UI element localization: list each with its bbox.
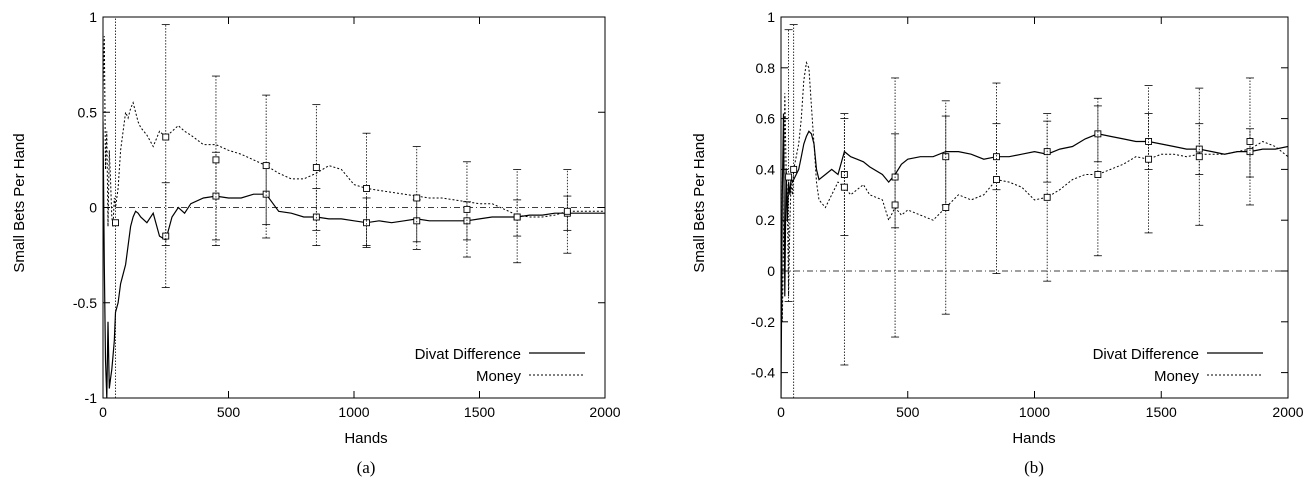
chart-b-error-bar-marker-9: [993, 176, 1000, 184]
chart-b-y-tick-label-5: 0.6: [756, 111, 776, 127]
chart-a-error-bar-marker-8: [312, 164, 320, 171]
chart-a-error-bar-marker-2: [162, 133, 170, 141]
chart-a-error-bar-marker-16: [513, 213, 521, 221]
chart-b-y-tick-label-6: 0.8: [756, 60, 776, 76]
chart-a-y-axis-label: Small Bets Per Hand: [11, 133, 28, 272]
chart-b-y-tick-label-2: 0: [767, 263, 775, 279]
chart-b-x-tick-label-2: 1000: [1019, 404, 1050, 420]
chart-b-error-bar-marker-2: [840, 171, 848, 178]
chart-b-error-bar-marker-13: [1094, 171, 1102, 178]
chart-a-y-tick-label-2: 0: [89, 200, 97, 216]
chart-a-caption: (a): [357, 458, 376, 477]
chart-a-legend-label-divat: Divat Difference: [415, 346, 521, 363]
chart-panel-a: (a) Hands Small Bets Per Hand Divat Diff…: [11, 9, 621, 477]
chart-b-error-bar-marker-1: [790, 165, 798, 173]
chart-a-error-bar-marker-10: [363, 184, 370, 192]
chart-b-error-bar-marker-8: [993, 153, 1000, 161]
chart-b-error-bar-marker-5: [891, 201, 899, 209]
chart-b-y-tick-label-1: -0.2: [751, 314, 775, 330]
chart-panel-b: (b) Hands Small Bets Per Hand Divat Diff…: [691, 9, 1304, 477]
chart-b-y-tick-label-7: 1: [767, 9, 775, 25]
chart-b-caption: (b): [1024, 458, 1044, 477]
chart-b-x-tick-label-3: 1500: [1146, 404, 1177, 420]
chart-a-error-bar-marker-5: [262, 190, 270, 198]
chart-a-x-tick-label-2: 1000: [338, 404, 369, 420]
chart-a-plot-area: [103, 17, 605, 398]
chart-b-plot-area: [781, 24, 1288, 398]
chart-a-y-tick-label-3: 0.5: [78, 104, 98, 120]
chart-b-x-tick-label-1: 500: [896, 404, 920, 420]
chart-a-x-tick-label-3: 1500: [464, 404, 495, 420]
chart-b-x-tick-label-4: 2000: [1272, 404, 1303, 420]
chart-a-error-bar-marker-6: [262, 162, 270, 170]
chart-b-error-bar-marker-17: [1195, 153, 1203, 161]
chart-a-x-tick-label-0: 0: [99, 404, 107, 420]
chart-a-error-bar-marker-14: [463, 205, 471, 213]
chart-a-error-bar-marker-3: [212, 192, 220, 200]
chart-b-error-bar-marker-19: [1246, 138, 1254, 145]
chart-b-error-bar-marker-7: [942, 204, 950, 211]
chart-a-x-tick-label-1: 500: [217, 404, 241, 420]
chart-b-y-tick-label-0: -0.4: [751, 365, 775, 381]
chart-b-y-axis-label: Small Bets Per Hand: [691, 133, 708, 272]
chart-b-error-bar-marker-12: [1094, 130, 1102, 138]
chart-a-error-bar-marker-12: [413, 194, 421, 202]
chart-a-legend-label-money: Money: [476, 368, 522, 385]
chart-b-y-tick-label-3: 0.2: [756, 212, 776, 228]
chart-a-error-bar-marker-4: [212, 156, 220, 164]
chart-a-series-line-money: [103, 36, 605, 227]
chart-b-error-bar-marker-18: [1246, 148, 1254, 156]
chart-a-series-line-divat-difference: [103, 121, 605, 398]
chart-b-error-bar-marker-3: [840, 183, 848, 191]
chart-b-plot-frame: [780, 16, 1289, 399]
chart-a-error-bar-marker-0: [112, 219, 120, 227]
chart-b-y-tick-label-4: 0.4: [756, 161, 776, 177]
chart-b-x-tick-label-0: 0: [777, 404, 785, 420]
chart-b-x-axis-label: Hands: [1012, 430, 1055, 447]
chart-b-error-bar-marker-11: [1043, 193, 1051, 201]
chart-b-error-bar-marker-0: [785, 173, 793, 181]
chart-b-legend-label-divat: Divat Difference: [1093, 346, 1199, 363]
chart-b-error-bar-marker-15: [1145, 155, 1153, 163]
chart-b-series-line-money: [781, 61, 1288, 322]
chart-a-x-tick-label-4: 2000: [589, 404, 620, 420]
chart-a-error-bar-marker-11: [413, 217, 421, 225]
chart-a-error-bar-marker-18: [563, 207, 571, 215]
chart-a-y-tick-label-0: -1: [85, 390, 98, 406]
chart-a-y-tick-label-1: -0.5: [73, 295, 97, 311]
chart-a-y-tick-label-4: 1: [89, 9, 97, 25]
chart-b-series-line-divat-difference: [781, 113, 1288, 398]
chart-a-x-axis-label: Hands: [344, 430, 387, 447]
chart-b-legend-label-money: Money: [1154, 368, 1200, 385]
chart-a-error-bar-marker-9: [363, 219, 370, 227]
